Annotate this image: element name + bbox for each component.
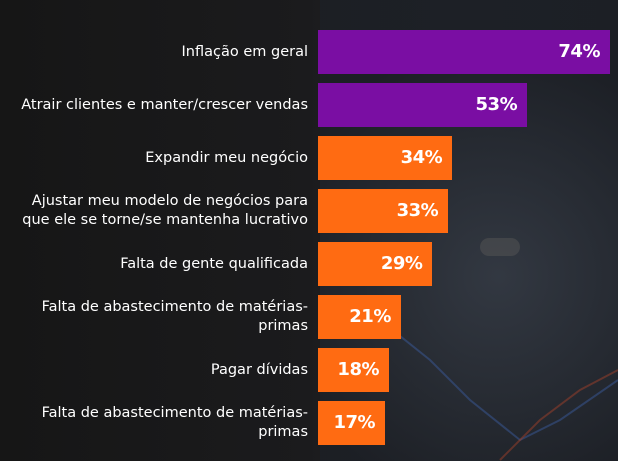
bar (318, 401, 386, 445)
category-label: Falta de gente qualificada (120, 255, 308, 272)
category-label: Atrair clientes e manter/crescer vendas (21, 96, 308, 113)
value-label: 18% (337, 359, 380, 380)
value-label: 53% (475, 94, 518, 115)
bar (318, 83, 528, 127)
category-label: Falta de abastecimento de matérias-prima… (41, 405, 308, 440)
value-label: 33% (396, 200, 439, 221)
value-label: 74% (558, 41, 600, 62)
bar (318, 30, 610, 74)
value-label: 21% (349, 306, 391, 327)
category-label: Pagar dívidas (210, 361, 308, 378)
category-label: Ajustar meu modelo de negócios para que … (22, 193, 308, 228)
bar (318, 242, 433, 286)
category-label: Expandir meu negócio (145, 149, 308, 166)
bar (318, 136, 453, 180)
category-label: Falta de abastecimento de matérias-prima… (41, 299, 308, 334)
category-label: Inflação em geral (181, 43, 308, 60)
bar (318, 189, 449, 233)
value-label: 29% (380, 253, 423, 274)
bar (318, 295, 401, 339)
value-label: 34% (400, 147, 443, 168)
bar (318, 348, 390, 392)
value-label: 17% (333, 412, 376, 433)
